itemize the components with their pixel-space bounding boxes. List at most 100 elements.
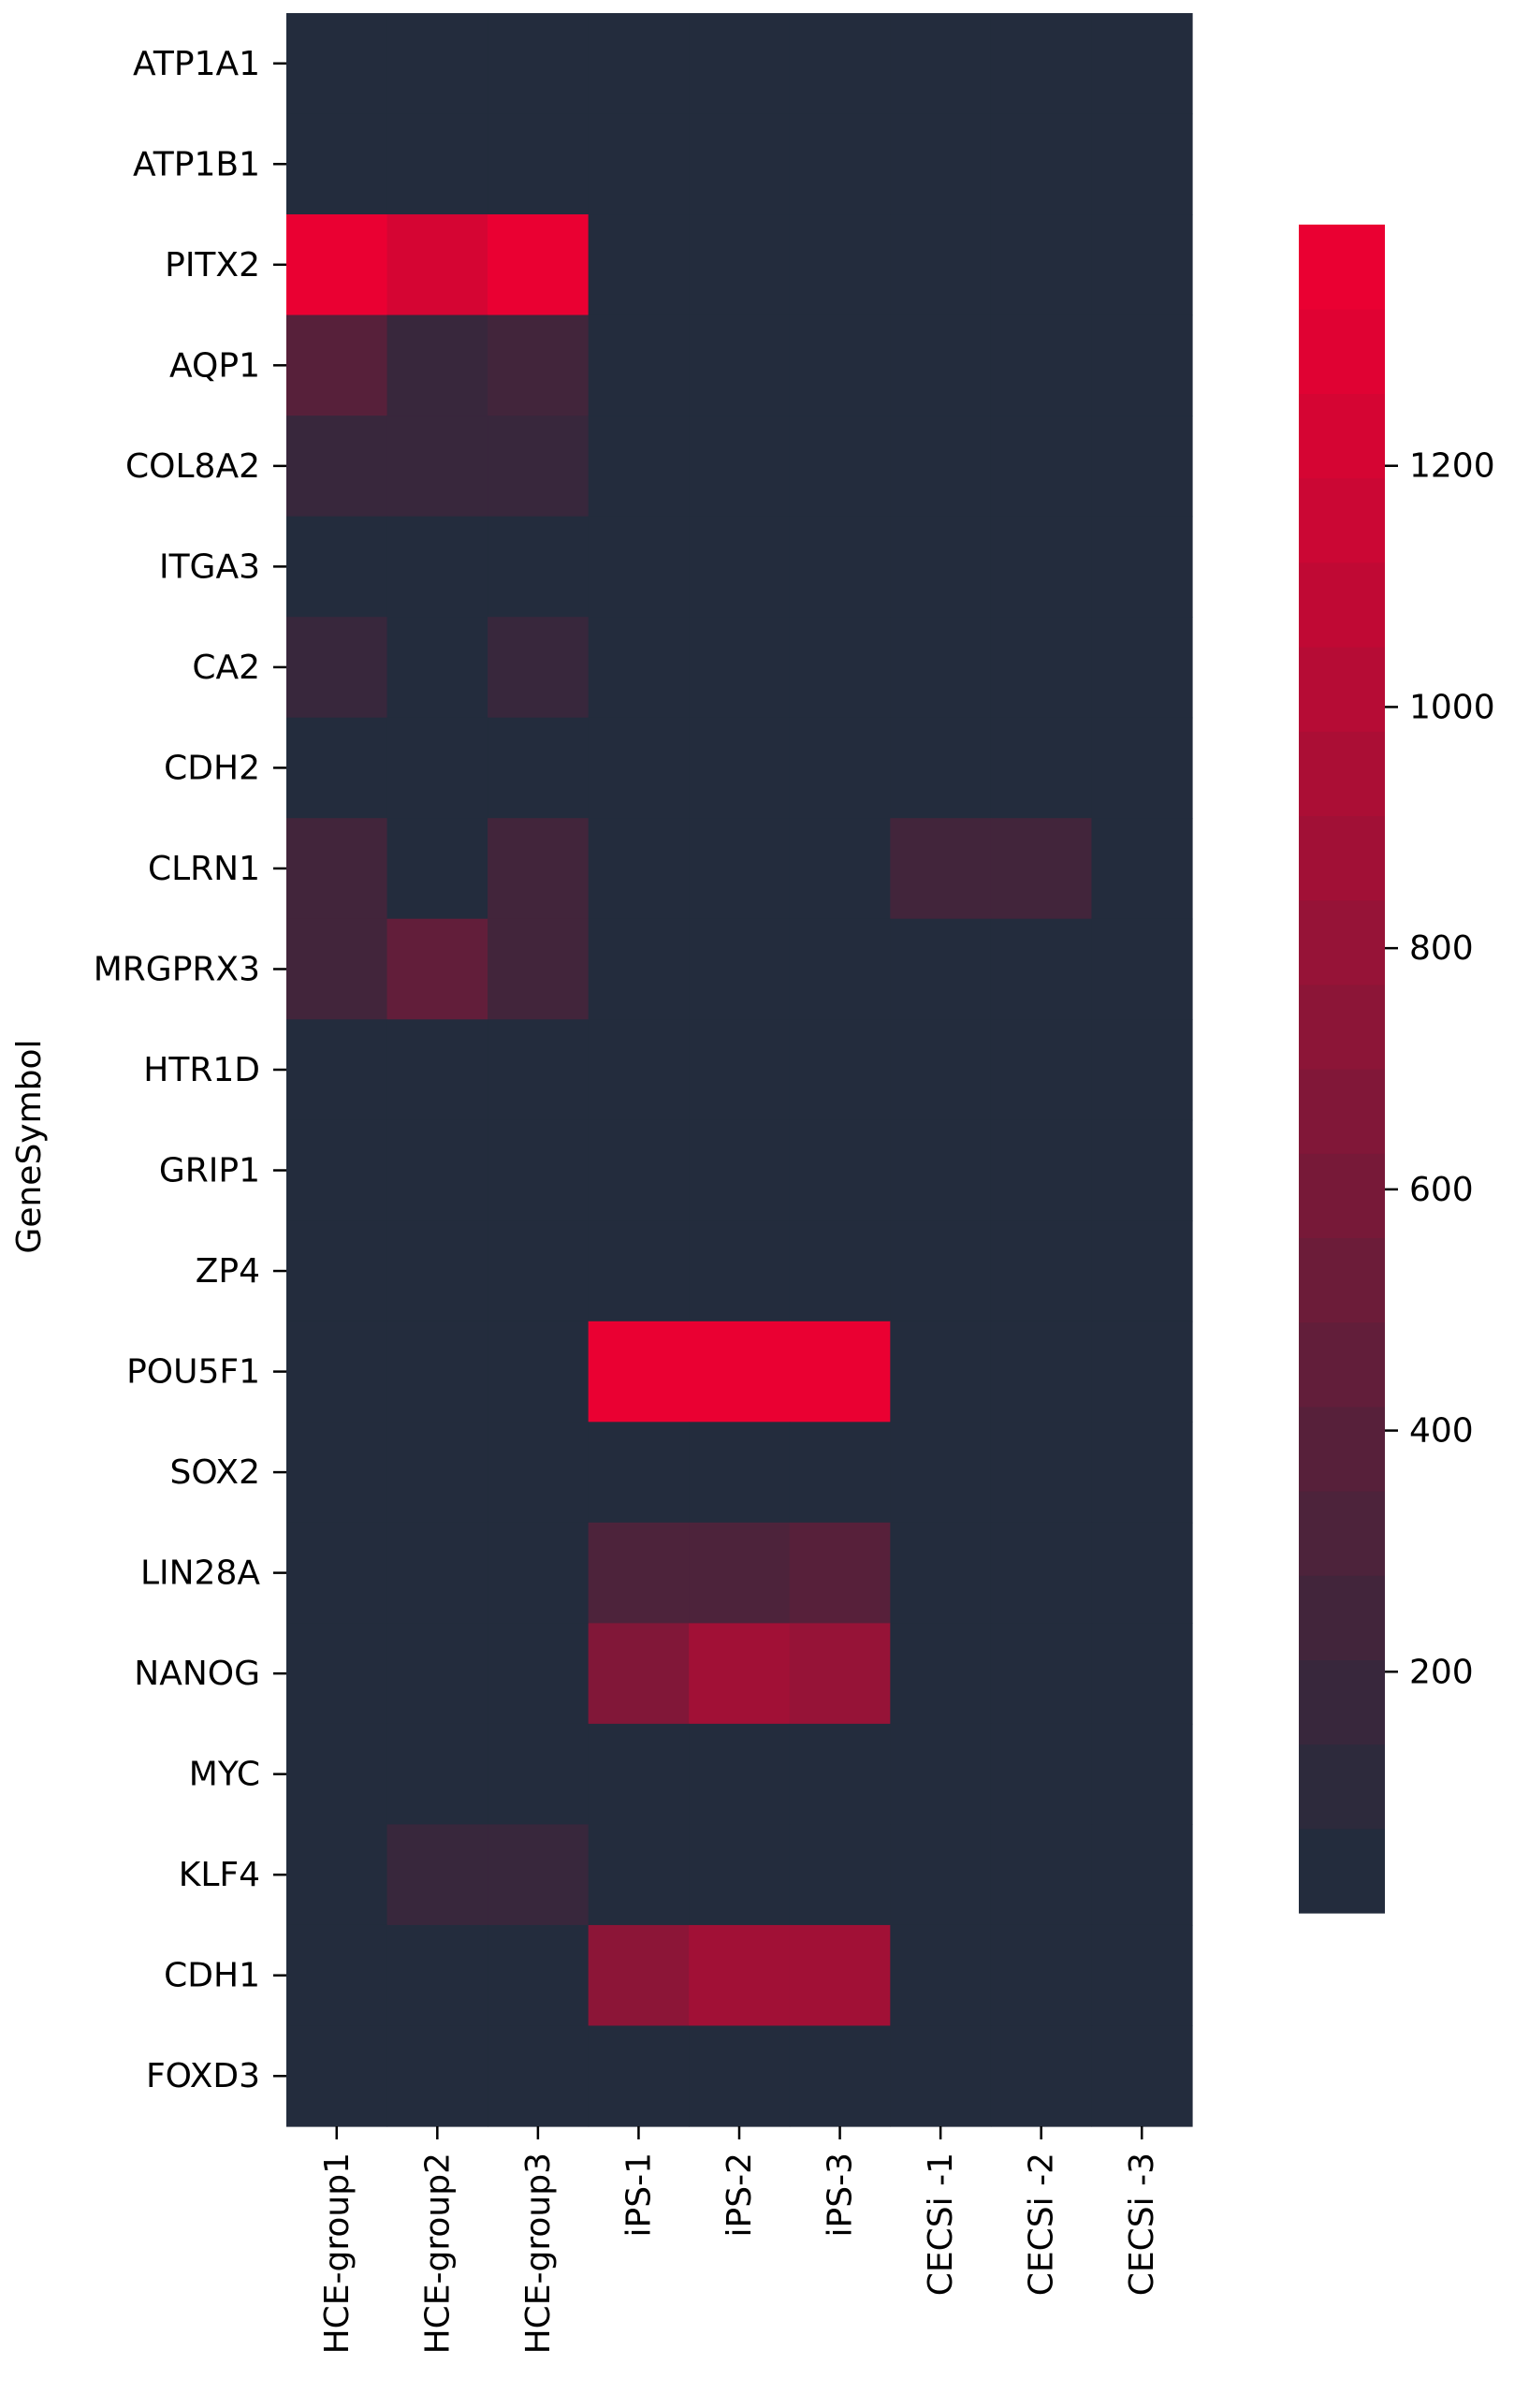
heatmap-cell bbox=[990, 818, 1093, 920]
heatmap-cell bbox=[286, 717, 388, 819]
colorbar-segment bbox=[1299, 984, 1385, 1070]
y-tick-label: HTR1D bbox=[143, 1051, 260, 1089]
heatmap-cell bbox=[1091, 1623, 1193, 1725]
heatmap-cell bbox=[789, 1522, 891, 1624]
heatmap-cell bbox=[789, 1119, 891, 1221]
x-tick-label: iPS-1 bbox=[619, 2153, 658, 2237]
colorbar-tick-label: 600 bbox=[1409, 1171, 1474, 1209]
heatmap-cell bbox=[386, 113, 488, 215]
heatmap-cell bbox=[890, 1220, 992, 1322]
heatmap-cell bbox=[689, 1522, 791, 1624]
heatmap-cell bbox=[488, 516, 590, 618]
heatmap-cell bbox=[386, 1321, 488, 1423]
heatmap-cell bbox=[286, 1824, 388, 1926]
heatmap-cell bbox=[488, 918, 590, 1020]
y-tick-label: ATP1B1 bbox=[133, 145, 260, 183]
heatmap-cell bbox=[1091, 314, 1193, 416]
heatmap-cell bbox=[990, 214, 1093, 316]
heatmap-cell bbox=[689, 214, 791, 316]
colorbar-tick-label: 1000 bbox=[1409, 688, 1495, 726]
heatmap-cell bbox=[588, 214, 690, 316]
heatmap-cell bbox=[789, 214, 891, 316]
heatmap-cell bbox=[689, 1321, 791, 1423]
heatmap-cell bbox=[488, 2025, 590, 2127]
heatmap-cell bbox=[890, 314, 992, 416]
heatmap-cell bbox=[588, 1422, 690, 1524]
heatmap-cell bbox=[1091, 1824, 1193, 1926]
heatmap-cell bbox=[689, 1924, 791, 2027]
heatmap-cell bbox=[488, 1119, 590, 1221]
heatmap-cell bbox=[286, 516, 388, 618]
heatmap-cell bbox=[286, 314, 388, 416]
heatmap-cell bbox=[789, 1723, 891, 1826]
heatmap-cell bbox=[488, 214, 590, 316]
heatmap-cell bbox=[789, 1422, 891, 1524]
colorbar-segment bbox=[1299, 1575, 1385, 1660]
heatmap-cell bbox=[990, 1522, 1093, 1624]
colorbar-segment bbox=[1299, 562, 1385, 648]
heatmap-cell bbox=[789, 1321, 891, 1423]
heatmap-cell bbox=[386, 1522, 488, 1624]
colorbar-segment bbox=[1299, 1153, 1385, 1238]
heatmap-cell bbox=[488, 13, 590, 115]
heatmap-cell bbox=[386, 918, 488, 1020]
colorbar-tick-label: 1200 bbox=[1409, 447, 1495, 486]
heatmap-cell bbox=[990, 1623, 1093, 1725]
heatmap-cell bbox=[1091, 2025, 1193, 2127]
colorbar-segment bbox=[1299, 393, 1385, 479]
heatmap-cell bbox=[386, 1019, 488, 1121]
x-tick-label: HCE-group2 bbox=[418, 2153, 457, 2354]
heatmap-cell bbox=[689, 2025, 791, 2127]
heatmap-cell bbox=[990, 113, 1093, 215]
heatmap-cell bbox=[588, 1723, 690, 1826]
heatmap-cell bbox=[789, 1019, 891, 1121]
heatmap-cell bbox=[588, 617, 690, 719]
heatmap-cell bbox=[286, 1924, 388, 2027]
colorbar-segment bbox=[1299, 731, 1385, 816]
heatmap-cell bbox=[789, 717, 891, 819]
heatmap-cell bbox=[488, 1623, 590, 1725]
heatmap-cell bbox=[386, 1623, 488, 1725]
heatmap-cell bbox=[488, 1321, 590, 1423]
heatmap-cell bbox=[588, 717, 690, 819]
heatmap-cell bbox=[689, 1824, 791, 1926]
heatmap-cell bbox=[789, 1924, 891, 2027]
heatmap-cell bbox=[286, 416, 388, 518]
y-tick-label: GRIP1 bbox=[159, 1152, 260, 1190]
heatmap-cell bbox=[386, 1824, 488, 1926]
heatmap-cell bbox=[386, 1723, 488, 1826]
heatmap-cell bbox=[488, 717, 590, 819]
heatmap-cell bbox=[890, 1824, 992, 1926]
heatmap-cell bbox=[286, 1723, 388, 1826]
heatmap-cell bbox=[488, 1422, 590, 1524]
heatmap-cell bbox=[286, 818, 388, 920]
heatmap-cell bbox=[488, 1220, 590, 1322]
heatmap-cell bbox=[789, 617, 891, 719]
y-tick-label: CLRN1 bbox=[148, 850, 260, 888]
heatmap-cell bbox=[386, 516, 488, 618]
heatmap-cell bbox=[386, 2025, 488, 2127]
heatmap-cell bbox=[990, 617, 1093, 719]
heatmap-cell bbox=[286, 918, 388, 1020]
x-tick-label: iPS-2 bbox=[721, 2153, 759, 2237]
heatmap-cell bbox=[488, 1019, 590, 1121]
colorbar-segment bbox=[1299, 309, 1385, 394]
colorbar-segment bbox=[1299, 1744, 1385, 1830]
colorbar-tick-label: 400 bbox=[1409, 1412, 1474, 1451]
heatmap-cell bbox=[990, 1220, 1093, 1322]
heatmap-cell bbox=[1091, 1422, 1193, 1524]
heatmap-cell bbox=[488, 113, 590, 215]
y-tick-label: LIN28A bbox=[140, 1554, 260, 1593]
heatmap-cell bbox=[1091, 1321, 1193, 1423]
heatmap-cell bbox=[890, 1623, 992, 1725]
y-tick-label: MYC bbox=[189, 1756, 260, 1794]
heatmap-cell bbox=[386, 13, 488, 115]
heatmap-cell bbox=[386, 717, 488, 819]
colorbar-segment bbox=[1299, 1069, 1385, 1154]
heatmap-cell bbox=[990, 1019, 1093, 1121]
heatmap-cell bbox=[286, 1220, 388, 1322]
heatmap-cell bbox=[890, 1522, 992, 1624]
heatmap-cell bbox=[488, 617, 590, 719]
heatmap-cell bbox=[890, 13, 992, 115]
